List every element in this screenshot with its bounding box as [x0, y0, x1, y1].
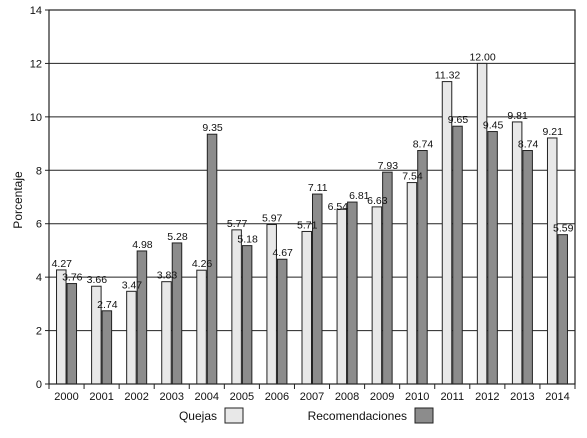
bar-quejas-2005 [231, 229, 242, 385]
x-tick-label-2005: 2005 [230, 391, 254, 403]
data-label-recomendaciones-2008: 6.81 [349, 190, 370, 202]
data-label-recomendaciones-2005: 5.18 [237, 234, 258, 246]
legend-label-recomendaciones: Recomendaciones [308, 409, 407, 423]
legend-label-quejas: Quejas [179, 409, 217, 423]
data-label-quejas-2012: 12.00 [469, 51, 495, 63]
y-tick-label: 0 [36, 379, 42, 391]
y-tick-label: 2 [36, 326, 42, 338]
bar-recomendaciones-2012 [487, 131, 498, 385]
data-label-quejas-2011: 11.32 [435, 70, 461, 82]
bar-recomendaciones-2008 [347, 201, 358, 385]
plot-frame [48, 9, 576, 385]
data-label-recomendaciones-2003: 5.28 [167, 231, 188, 243]
bar-quejas-2000 [56, 269, 67, 385]
data-label-quejas-2007: 5.71 [297, 219, 318, 231]
x-tick-label-2004: 2004 [195, 391, 219, 403]
y-axis-title: Porcentaje [11, 171, 25, 229]
data-label-recomendaciones-2000: 3.76 [62, 272, 83, 284]
data-label-quejas-2006: 5.97 [262, 213, 283, 225]
bar-quejas-2012 [476, 62, 488, 385]
data-label-quejas-2002: 3.47 [122, 279, 143, 291]
x-tick-label-2014: 2014 [545, 391, 569, 403]
bar-quejas-2009 [371, 206, 383, 385]
data-label-quejas-2004: 4.26 [192, 258, 213, 270]
data-label-quejas-2005: 5.77 [227, 218, 248, 230]
data-label-quejas-2013: 9.81 [507, 110, 528, 122]
bar-quejas-2011 [441, 81, 453, 385]
bar-recomendaciones-2011 [452, 125, 463, 385]
y-tick-label: 4 [36, 272, 42, 284]
legend-swatch-recomendaciones [414, 407, 434, 424]
bar-recomendaciones-2001 [101, 310, 113, 385]
data-label-quejas-2000: 4.27 [52, 258, 73, 270]
x-tick-label-2003: 2003 [159, 391, 183, 403]
bar-quejas-2003 [161, 281, 172, 385]
data-label-quejas-2010: 7.54 [402, 171, 423, 183]
x-tick-label-2009: 2009 [370, 391, 394, 403]
x-tick-label-2000: 2000 [54, 391, 78, 403]
bar-quejas-2013 [511, 121, 523, 385]
x-tick-label-2012: 2012 [475, 391, 499, 403]
x-tick-label-2002: 2002 [124, 391, 148, 403]
bar-recomendaciones-2010 [417, 150, 428, 385]
data-label-recomendaciones-2014: 5.59 [553, 223, 574, 235]
x-tick-label-2013: 2013 [510, 391, 534, 403]
x-tick-label-2001: 2001 [89, 391, 113, 403]
data-label-quejas-2003: 3.83 [157, 270, 178, 282]
data-label-recomendaciones-2007: 7.11 [308, 182, 328, 194]
x-tick-label-2006: 2006 [265, 391, 289, 403]
bar-recomendaciones-2003 [171, 242, 183, 385]
bar-quejas-2010 [406, 182, 418, 385]
y-tick-label: 14 [30, 5, 42, 17]
bar-quejas-2004 [196, 269, 207, 385]
x-tick-label-2011: 2011 [440, 391, 464, 403]
data-label-recomendaciones-2012: 9.45 [483, 120, 504, 132]
data-label-recomendaciones-2004: 9.35 [202, 122, 223, 134]
y-tick-label: 12 [30, 58, 42, 70]
bar-quejas-2008 [336, 208, 348, 385]
data-label-recomendaciones-2006: 4.67 [272, 247, 293, 259]
data-label-quejas-2001: 3.66 [87, 274, 108, 286]
data-label-recomendaciones-2013: 8.74 [518, 139, 539, 151]
data-label-recomendaciones-2001: 2.74 [97, 299, 118, 311]
bar-recomendaciones-2014 [557, 234, 568, 385]
bar-recomendaciones-2005 [241, 245, 253, 385]
bar-quejas-2002 [126, 290, 137, 385]
bar-recomendaciones-2002 [136, 250, 148, 385]
y-tick-label: 10 [30, 112, 42, 124]
bar-recomendaciones-2000 [66, 283, 78, 385]
data-label-quejas-2009: 6.63 [367, 195, 388, 207]
data-label-recomendaciones-2011: 9.65 [448, 114, 469, 126]
bar-recomendaciones-2006 [276, 258, 288, 385]
x-tick-label-2008: 2008 [335, 391, 359, 403]
x-tick-label-2010: 2010 [405, 391, 429, 403]
data-label-recomendaciones-2010: 8.74 [413, 139, 434, 151]
data-label-quejas-2008: 6.54 [328, 201, 349, 213]
legend-swatch-quejas [224, 407, 244, 424]
data-label-recomendaciones-2002: 4.98 [132, 239, 153, 251]
data-label-recomendaciones-2009: 7.93 [378, 160, 399, 172]
y-tick-label: 6 [36, 219, 42, 231]
data-label-quejas-2014: 9.21 [542, 126, 563, 138]
x-tick-label-2007: 2007 [300, 391, 324, 403]
bar-quejas-2007 [301, 230, 312, 385]
bar-quejas-2014 [546, 137, 558, 385]
bar-recomendaciones-2013 [522, 150, 533, 385]
y-tick-label: 8 [36, 165, 42, 177]
